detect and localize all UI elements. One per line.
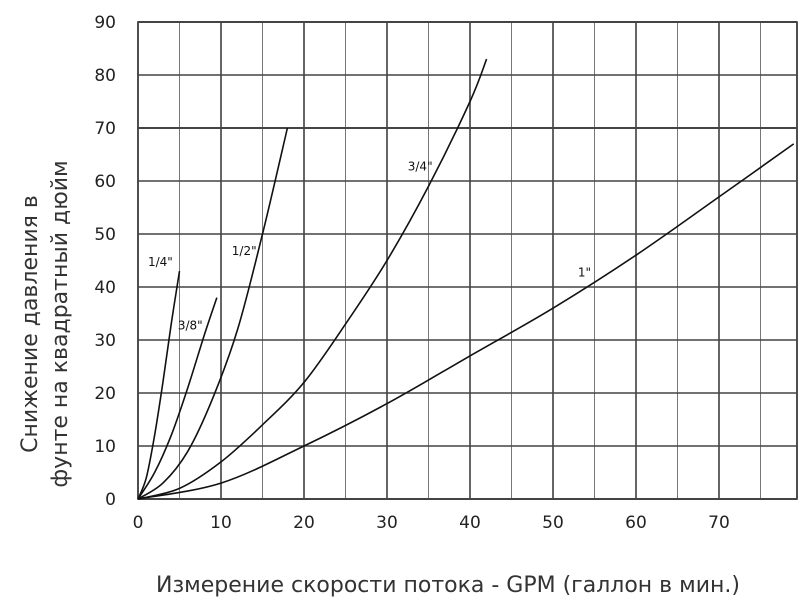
curve-labels: 1/4" 3/8" 1/2" 3/4" 1" xyxy=(148,159,591,332)
plot-frame xyxy=(137,21,798,500)
x-tick-label: 10 xyxy=(210,513,232,533)
curves xyxy=(137,58,795,500)
y-tick-label: 40 xyxy=(94,278,116,298)
tick-labels: 0 10 20 30 40 50 60 70 80 90 0 10 20 30 40 50 60 70 xyxy=(94,13,729,533)
y-tick-label: 90 xyxy=(94,13,116,33)
y-tick-label: 60 xyxy=(94,172,116,192)
x-tick-label: 0 xyxy=(133,513,144,533)
series-line-2 xyxy=(137,297,218,500)
series-label-5: 1" xyxy=(578,265,591,279)
x-axis-title: Измерение скорости потока - GPM (галлон … xyxy=(156,573,740,598)
y-tick-label: 50 xyxy=(94,225,116,245)
series-line-5 xyxy=(137,143,795,500)
x-tick-label: 70 xyxy=(708,513,730,533)
series-line-3 xyxy=(137,127,289,500)
series-label-4: 3/4" xyxy=(408,159,433,173)
y-tick-label: 10 xyxy=(94,437,116,457)
y-axis-title-line-2: фунте на квадратный дюйм xyxy=(48,160,73,487)
series-line-4 xyxy=(137,58,488,500)
y-tick-label: 0 xyxy=(105,490,116,510)
series-label-2: 3/8" xyxy=(178,318,203,332)
x-tick-label: 60 xyxy=(625,513,647,533)
y-tick-label: 30 xyxy=(94,331,116,351)
series-line-1 xyxy=(137,270,181,500)
y-tick-label: 20 xyxy=(94,384,116,404)
series-label-3: 1/2" xyxy=(232,244,257,258)
x-tick-label: 50 xyxy=(542,513,564,533)
y-axis-title-line-1: Снижение давления в xyxy=(18,195,43,453)
grid xyxy=(137,21,798,500)
x-tick-label: 30 xyxy=(376,513,398,533)
y-axis-title: Снижение давления в фунте на квадратный … xyxy=(18,160,73,487)
x-tick-label: 20 xyxy=(293,513,315,533)
y-tick-label: 70 xyxy=(94,119,116,139)
series-label-1: 1/4" xyxy=(148,255,173,269)
y-tick-label: 80 xyxy=(94,66,116,86)
x-tick-label: 40 xyxy=(459,513,481,533)
